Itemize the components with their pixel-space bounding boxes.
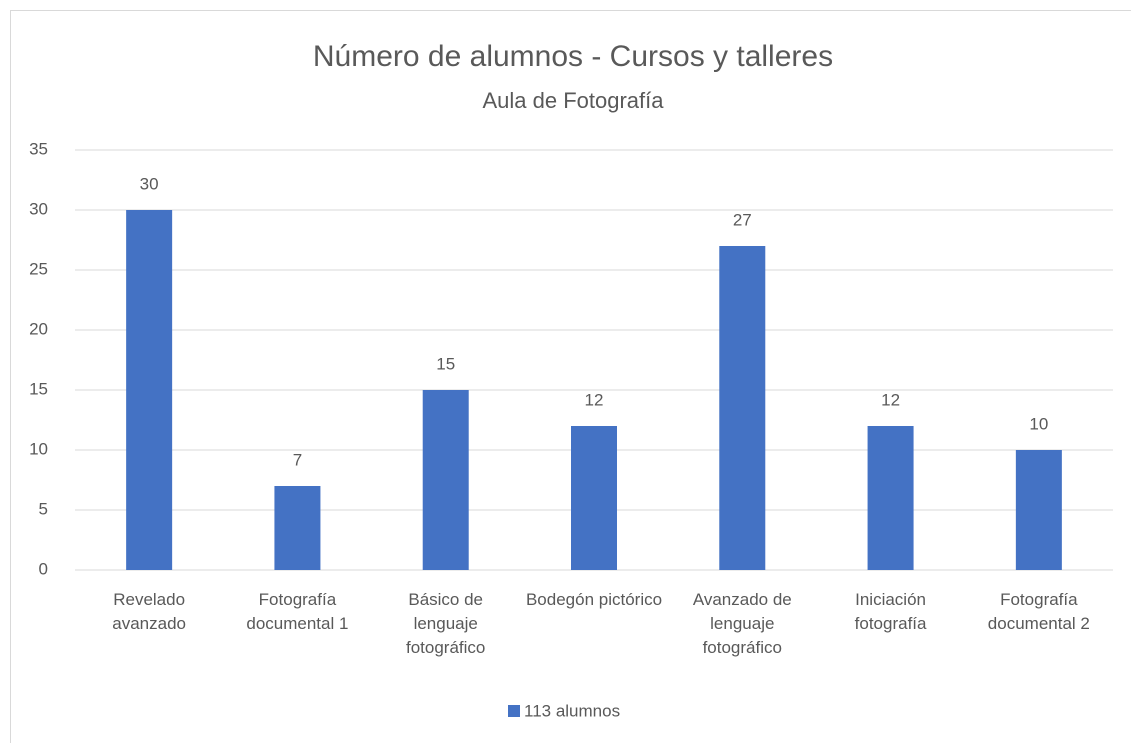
x-tick-label: Bodegón pictórico	[525, 590, 663, 609]
legend-swatch	[508, 705, 520, 717]
chart-subtitle: Aula de Fotografía	[482, 88, 664, 113]
x-tick-label: Avanzado de lenguaje fotográfico	[692, 590, 792, 657]
bar	[867, 426, 914, 570]
legend-label: 113 alumnos	[524, 701, 620, 720]
data-label: 10	[1029, 414, 1048, 433]
data-label: 15	[436, 354, 455, 373]
y-tick-label: 10	[29, 439, 48, 458]
bar	[719, 246, 766, 570]
y-tick-label: 15	[29, 379, 48, 398]
bar	[126, 210, 173, 570]
bar	[571, 426, 617, 570]
bar	[1015, 450, 1062, 570]
data-label: 12	[585, 390, 604, 409]
data-label: 7	[293, 450, 302, 469]
bar	[274, 486, 321, 570]
bar	[422, 390, 469, 570]
x-tick-label: Fotografía documental 2	[987, 590, 1090, 633]
y-tick-label: 25	[29, 259, 48, 278]
data-label: 30	[140, 174, 159, 193]
y-tick-label: 35	[29, 139, 48, 158]
x-tick-label: Básico de lenguaje fotográfico	[406, 590, 486, 657]
y-tick-label: 20	[29, 319, 48, 338]
x-tick-label: Iniciación fotografía	[854, 590, 927, 633]
y-tick-label: 30	[29, 199, 48, 218]
data-label: 27	[733, 210, 752, 229]
data-label: 12	[881, 390, 900, 409]
y-tick-label: 5	[39, 499, 48, 518]
x-tick-label: Revelado avanzado	[112, 590, 186, 633]
y-tick-label: 0	[39, 559, 48, 578]
chart-title: Número de alumnos - Cursos y talleres	[313, 40, 833, 73]
x-tick-label: Fotografía documental 1	[246, 590, 349, 633]
chart-border	[10, 10, 1131, 743]
